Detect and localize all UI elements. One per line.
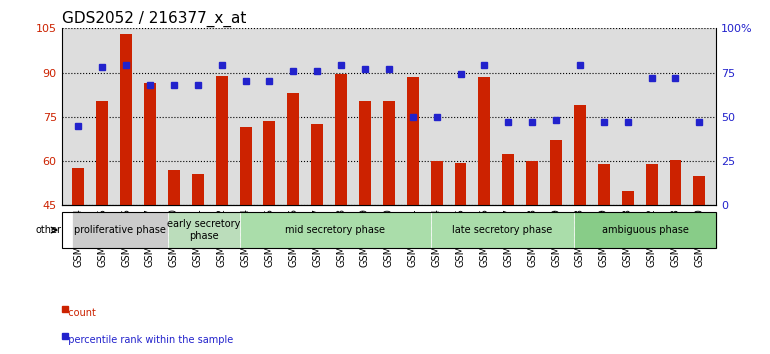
Text: GDS2052 / 216377_x_at: GDS2052 / 216377_x_at — [62, 11, 246, 27]
Bar — [96, 101, 108, 205]
Text: other: other — [35, 225, 62, 235]
Bar — [694, 176, 705, 205]
Bar — [287, 93, 300, 205]
Text: late secretory phase: late secretory phase — [452, 225, 552, 235]
Bar — [598, 164, 610, 205]
Bar — [192, 175, 204, 205]
Text: proliferative phase: proliferative phase — [74, 225, 166, 235]
Text: percentile rank within the sample: percentile rank within the sample — [62, 335, 233, 344]
Bar — [670, 160, 681, 205]
Bar — [72, 212, 168, 248]
Text: mid secretory phase: mid secretory phase — [285, 225, 385, 235]
Bar — [383, 101, 395, 205]
Bar — [263, 121, 276, 205]
Bar — [216, 75, 228, 205]
Bar — [526, 161, 538, 205]
Bar — [430, 212, 574, 248]
Text: ambiguous phase: ambiguous phase — [602, 225, 689, 235]
Bar — [168, 170, 180, 205]
Bar — [478, 77, 490, 205]
Bar — [144, 83, 156, 205]
Bar — [621, 190, 634, 205]
Bar — [502, 154, 514, 205]
Bar — [574, 105, 586, 205]
Bar — [645, 164, 658, 205]
Text: count: count — [62, 308, 95, 318]
Bar — [120, 34, 132, 205]
Bar — [430, 161, 443, 205]
Bar — [550, 141, 562, 205]
Bar — [335, 74, 347, 205]
Bar — [168, 212, 239, 248]
Bar — [239, 212, 430, 248]
Bar — [239, 127, 252, 205]
Bar — [407, 77, 419, 205]
Bar — [72, 169, 84, 205]
Bar — [359, 101, 371, 205]
Bar — [574, 212, 718, 248]
Bar — [311, 124, 323, 205]
Text: early secretory
phase: early secretory phase — [167, 219, 240, 241]
Bar — [454, 162, 467, 205]
